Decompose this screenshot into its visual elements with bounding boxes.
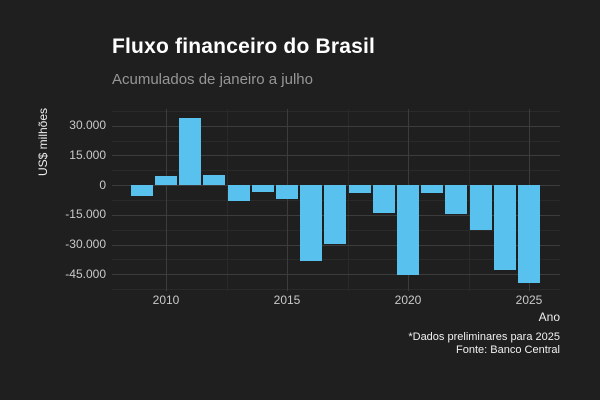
y-tick-label: -15.000 [65, 207, 106, 222]
bar-2014 [251, 185, 274, 192]
gridline-y-minor [112, 140, 560, 142]
bar-2010 [155, 176, 177, 186]
gridline-x-major [166, 109, 167, 291]
y-tick-label: 15.000 [69, 147, 106, 162]
y-tick-label: -30.000 [65, 237, 106, 251]
caption-source: Fonte: Banco Central [456, 344, 560, 356]
x-tick-label: 2010 [152, 293, 180, 307]
y-tick-label: -45.000 [65, 266, 106, 281]
bar-2021 [421, 185, 444, 193]
chart-subtitle: Acumulados de janeiro a julho [112, 71, 313, 88]
bar-2017 [324, 185, 347, 245]
bar-2011 [179, 117, 202, 185]
bar-2018 [348, 185, 371, 193]
gridline-y-major [112, 155, 560, 157]
gridline-y-minor [112, 259, 560, 261]
bar-2015 [276, 185, 298, 199]
bar-2024 [493, 185, 516, 271]
gridline-x-minor [347, 109, 349, 291]
y-tick-label: 30.000 [69, 118, 106, 133]
bar-2025 [518, 185, 540, 284]
bar-2019 [372, 185, 395, 213]
bar-2022 [445, 185, 468, 214]
gridline-y-minor [112, 110, 560, 112]
gridline-x-minor [226, 109, 228, 291]
bar-2020 [397, 185, 419, 276]
x-axis-title: Ano [538, 310, 560, 324]
bar-2012 [203, 175, 226, 186]
y-axis-title: US$ milhões [36, 107, 50, 177]
gridline-y-major [112, 244, 560, 246]
gridline-y-minor [112, 289, 560, 290]
gridline-x-major [287, 109, 288, 291]
caption-note: *Dados preliminares para 2025 [408, 331, 560, 343]
x-tick-label: 2025 [515, 293, 543, 307]
gridline-y-minor [112, 170, 560, 172]
chart-title: Fluxo financeiro do Brasil [112, 35, 376, 58]
plot-area [112, 109, 560, 291]
bar-2016 [300, 185, 323, 262]
bar-2013 [227, 185, 250, 201]
x-tick-label: 2015 [273, 293, 301, 307]
chart-caption: *Dados preliminares para 2025 Fonte: Ban… [408, 331, 560, 357]
x-tick-label: 2020 [394, 293, 422, 307]
bar-2009 [130, 185, 153, 196]
y-tick-label: 0 [99, 177, 106, 192]
gridline-x-minor [468, 109, 470, 291]
gridline-y-major [112, 125, 560, 127]
bar-2023 [469, 185, 492, 230]
gridline-y-major [112, 274, 560, 276]
